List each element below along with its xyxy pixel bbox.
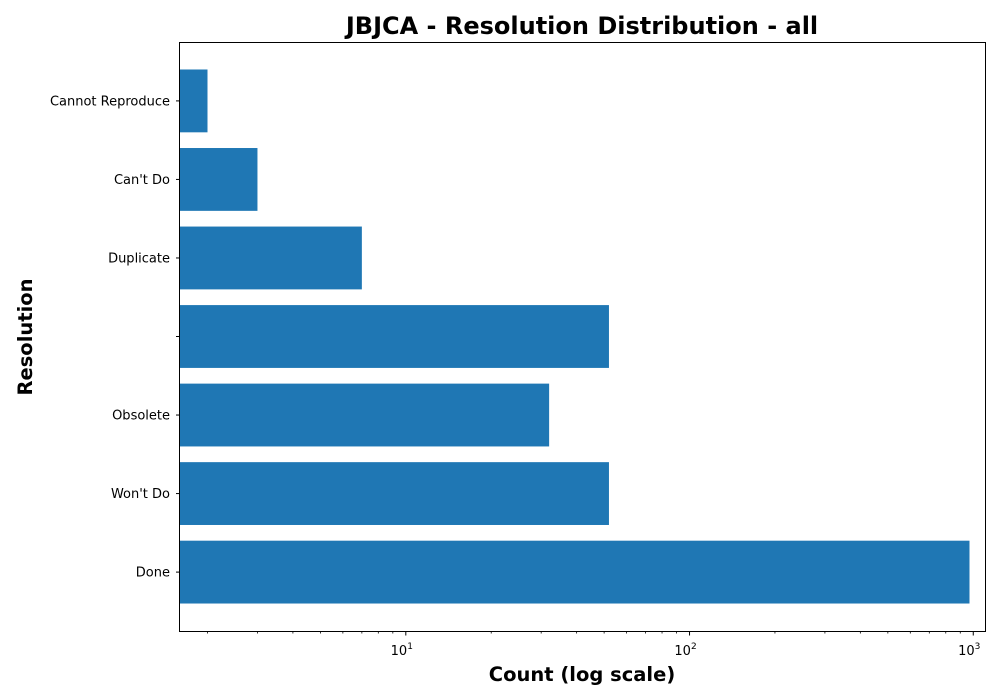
bar-won-t-do	[180, 462, 609, 525]
chart-title: JBJCA - Resolution Distribution - all	[344, 12, 818, 40]
y-tick-label: Won't Do	[111, 487, 170, 502]
bar-duplicate	[180, 226, 362, 290]
y-tick-label: Cannot Reproduce	[50, 94, 170, 109]
bars-group	[180, 69, 970, 604]
y-axis-ticks: Done Won't Do Obsolete Duplicate Can't Do Can…	[50, 94, 180, 581]
x-tick-label: 102	[674, 642, 696, 659]
bar-unlabeled-3	[180, 305, 609, 368]
plot-frame	[179, 42, 986, 632]
x-axis-ticks: 101 102 103	[207, 631, 980, 659]
y-tick-label: Done	[136, 566, 170, 581]
x-tick-label: 103	[958, 642, 980, 659]
x-tick-label: 101	[391, 642, 413, 659]
bar-done	[180, 540, 970, 604]
y-axis-label: Resolution	[14, 278, 37, 395]
bar-obsolete	[180, 383, 550, 447]
bar-cannot-reproduce	[180, 69, 208, 133]
y-tick-label: Duplicate	[108, 251, 170, 266]
x-axis-label: Count (log scale)	[489, 663, 675, 686]
bar-can-t-do	[180, 148, 258, 211]
y-tick-label: Obsolete	[112, 409, 170, 424]
y-tick-label: Can't Do	[114, 173, 170, 188]
